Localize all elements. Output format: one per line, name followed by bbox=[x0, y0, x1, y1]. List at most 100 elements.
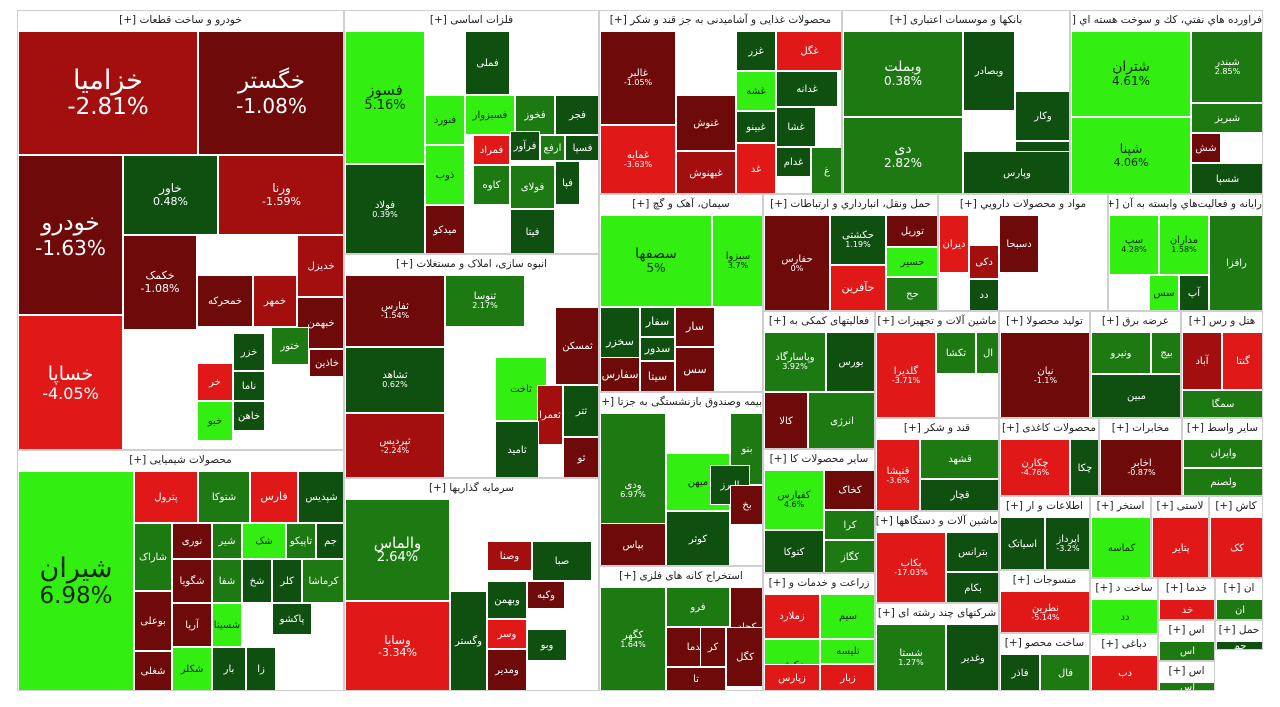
stock-tile[interactable]: غ bbox=[811, 147, 841, 193]
stock-tile[interactable]: وبصادر bbox=[963, 31, 1015, 111]
stock-tile[interactable]: غشه bbox=[736, 71, 776, 111]
sector-header[interactable]: ماشین آلات و تجهیزات [+] bbox=[876, 312, 998, 331]
stock-tile[interactable]: فال bbox=[1040, 654, 1089, 690]
stock-tile[interactable]: اس bbox=[1159, 682, 1214, 690]
stock-tile[interactable]: کتوکا bbox=[764, 530, 824, 572]
stock-tile[interactable]: مبین bbox=[1091, 374, 1180, 417]
stock-tile[interactable]: انرژی bbox=[808, 392, 874, 448]
stock-tile[interactable]: وکبه bbox=[527, 581, 565, 609]
stock-tile[interactable]: بورس bbox=[826, 332, 874, 392]
stock-tile[interactable]: فسوز 5.16% bbox=[345, 31, 425, 164]
stock-tile[interactable]: ثمسکن bbox=[555, 307, 598, 385]
stock-tile[interactable]: دد bbox=[1091, 599, 1157, 633]
stock-tile[interactable]: کگل bbox=[726, 627, 762, 687]
stock-tile[interactable]: دیران bbox=[939, 215, 969, 273]
stock-tile[interactable]: گنتا bbox=[1222, 332, 1262, 390]
stock-tile[interactable]: ناما bbox=[233, 371, 265, 401]
sector-header[interactable]: لاستی [+] bbox=[1152, 497, 1208, 516]
stock-tile[interactable]: شگویا bbox=[172, 559, 212, 603]
stock-tile[interactable]: شسپا bbox=[1191, 163, 1262, 193]
stock-tile[interactable]: ولصنم bbox=[1183, 468, 1262, 495]
stock-tile[interactable]: ثفارس -1.54% bbox=[345, 275, 445, 347]
stock-tile[interactable]: وغدیر bbox=[946, 624, 998, 690]
stock-tile[interactable]: وسر bbox=[487, 619, 527, 649]
stock-tile[interactable]: حفارس 0% bbox=[764, 215, 830, 310]
stock-tile[interactable]: غد bbox=[736, 143, 776, 193]
stock-tile[interactable]: کر bbox=[700, 627, 726, 667]
sector-header[interactable]: محصولات کاغذی [+] bbox=[1000, 419, 1098, 438]
stock-tile[interactable]: ومدیر bbox=[487, 649, 527, 690]
stock-tile[interactable]: شستا 1.27% bbox=[876, 624, 946, 690]
stock-tile[interactable]: ان bbox=[1216, 599, 1262, 619]
sector-header[interactable]: خودرو و ساخت قطعات [+] bbox=[18, 11, 343, 30]
stock-tile[interactable]: پترول bbox=[134, 471, 198, 523]
stock-tile[interactable]: آریا bbox=[172, 603, 212, 647]
stock-tile[interactable]: تا bbox=[666, 667, 726, 690]
stock-tile[interactable]: فیتا bbox=[510, 209, 555, 253]
stock-tile[interactable]: غزر bbox=[736, 31, 776, 71]
stock-tile[interactable]: حآفرین bbox=[830, 265, 886, 310]
sector-header[interactable]: خدما [+] bbox=[1159, 579, 1214, 598]
stock-tile[interactable]: ال bbox=[976, 332, 998, 374]
sector-header[interactable]: ماشین آلات و دستگاهها [+] bbox=[876, 512, 998, 531]
sector-header[interactable]: حمل ونقل، انبارداري و ارتباطات [+] bbox=[764, 195, 937, 214]
sector-header[interactable]: عرضه برق [+] bbox=[1091, 312, 1180, 331]
stock-tile[interactable]: شک bbox=[242, 523, 286, 559]
sector-header[interactable]: محصولات شیمیایی [+] bbox=[18, 451, 343, 470]
stock-tile[interactable]: خساپا -4.05% bbox=[18, 315, 123, 449]
stock-tile[interactable]: اس bbox=[1159, 641, 1214, 660]
sector-header[interactable]: شرکتهای چند رشته ای [+] bbox=[876, 604, 998, 623]
stock-tile[interactable]: قچار bbox=[920, 479, 998, 510]
stock-tile[interactable]: سیتا bbox=[640, 361, 675, 391]
stock-tile[interactable]: کفپارس 4.6% bbox=[764, 470, 824, 530]
stock-tile[interactable]: کوثر bbox=[666, 511, 730, 565]
stock-tile[interactable]: شتوکا bbox=[198, 471, 250, 523]
stock-tile[interactable]: تلیسه bbox=[820, 639, 874, 664]
stock-tile[interactable]: سصفها 5% bbox=[600, 215, 712, 307]
stock-tile[interactable]: سس bbox=[675, 347, 715, 391]
sector-header[interactable]: سایر واسط [+] bbox=[1183, 419, 1262, 438]
stock-tile[interactable]: حح bbox=[886, 277, 937, 310]
stock-tile[interactable]: سیم bbox=[820, 594, 874, 639]
stock-tile[interactable]: فسپا bbox=[565, 135, 598, 161]
stock-tile[interactable]: فولاد 0.39% bbox=[345, 164, 425, 253]
sector-header[interactable]: استخر [+] bbox=[1091, 497, 1150, 516]
stock-tile[interactable]: ثنوسا 2.17% bbox=[445, 275, 525, 327]
stock-tile[interactable]: ارفع bbox=[540, 135, 565, 161]
stock-tile[interactable]: غمایه -3.63% bbox=[600, 125, 676, 193]
sector-header[interactable]: انبوه سازی، املاک و مستغلات [+] bbox=[345, 255, 598, 274]
stock-tile[interactable]: شپدیس bbox=[298, 471, 343, 523]
stock-tile[interactable]: دسبحا bbox=[999, 215, 1039, 273]
stock-tile[interactable]: فمراد bbox=[473, 135, 510, 165]
stock-tile[interactable]: غدام bbox=[776, 147, 811, 177]
stock-tile[interactable]: سس bbox=[1149, 275, 1179, 310]
stock-tile[interactable]: خکمک -1.08% bbox=[123, 235, 197, 330]
sector-header[interactable]: حمل [+] bbox=[1216, 621, 1262, 640]
stock-tile[interactable]: کاوه bbox=[473, 165, 510, 205]
stock-tile[interactable]: زبار bbox=[820, 664, 874, 690]
stock-tile[interactable]: کگاز bbox=[824, 540, 874, 572]
stock-tile[interactable]: کگهر 1.64% bbox=[600, 587, 666, 690]
stock-tile[interactable]: حسیر bbox=[886, 247, 937, 277]
stock-tile[interactable]: ثعمرا bbox=[537, 385, 563, 445]
sector-header[interactable]: هتل و رس [+] bbox=[1182, 312, 1262, 331]
stock-tile[interactable]: فخوز bbox=[515, 95, 555, 135]
stock-tile[interactable]: دب bbox=[1091, 655, 1157, 690]
stock-tile[interactable]: وصنا bbox=[487, 541, 532, 571]
stock-tile[interactable]: خبو bbox=[197, 401, 233, 441]
stock-tile[interactable]: سبزوا 3.7% bbox=[712, 215, 762, 307]
stock-tile[interactable]: چکارن -4.76% bbox=[1000, 439, 1070, 495]
stock-tile[interactable]: وبو bbox=[527, 629, 567, 661]
stock-tile[interactable]: ونیرو bbox=[1091, 332, 1151, 374]
stock-tile[interactable]: ثو bbox=[563, 437, 598, 477]
stock-tile[interactable]: فنورد bbox=[425, 95, 465, 145]
stock-tile[interactable]: کلر bbox=[272, 559, 302, 603]
stock-tile[interactable]: نطرین -5.14% bbox=[1000, 591, 1089, 632]
stock-tile[interactable]: شسینا bbox=[212, 603, 242, 647]
stock-tile[interactable]: میدکو bbox=[425, 205, 465, 253]
sector-header[interactable]: زراعت و خدمات و [+] bbox=[764, 574, 874, 593]
stock-tile[interactable]: شبندر 2.85% bbox=[1191, 31, 1262, 103]
stock-tile[interactable]: غالبر -1.05% bbox=[600, 31, 676, 125]
stock-tile[interactable]: دد bbox=[969, 279, 999, 310]
sector-header[interactable]: اس [+] bbox=[1159, 621, 1214, 640]
